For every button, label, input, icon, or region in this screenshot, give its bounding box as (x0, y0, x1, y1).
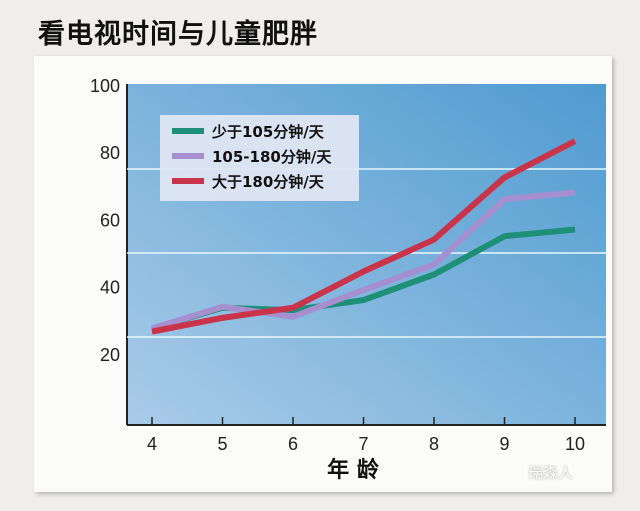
y-tick-label: 20 (100, 345, 120, 365)
x-tick-label: 10 (565, 434, 585, 454)
x-tick-label: 7 (358, 434, 368, 454)
watermark: 瑞森人 (528, 464, 574, 482)
y-tick-label: 60 (100, 210, 120, 230)
legend-label: 大于180分钟/天 (212, 173, 325, 191)
y-tick-label: 40 (100, 278, 120, 298)
series-line-3 (151, 138, 577, 335)
legend-label: 105-180分钟/天 (212, 148, 332, 166)
x-tick-label: 8 (429, 434, 439, 454)
chart-title: 看电视时间与儿童肥胖 (38, 19, 318, 50)
x-tick-label: 5 (217, 434, 227, 454)
x-tick-label: 6 (288, 434, 298, 454)
y-tick-label: 80 (100, 143, 120, 163)
legend-label: 少于105分钟/天 (211, 123, 325, 141)
x-axis-label: 年 龄 (327, 457, 380, 483)
x-tick-label: 4 (147, 434, 157, 454)
series-line-2 (151, 189, 576, 332)
x-tick-label: 9 (499, 434, 509, 454)
y-tick-label: 100 (90, 76, 120, 96)
